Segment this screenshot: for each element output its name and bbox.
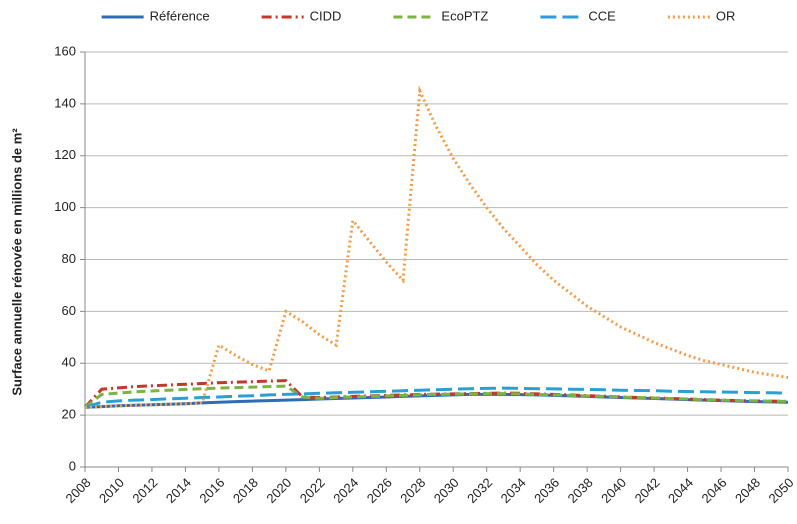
x-tick-label: 2014 (163, 475, 194, 506)
x-tick-label: 2046 (699, 475, 730, 506)
y-tick-label: 20 (62, 407, 76, 422)
x-tick-label: 2038 (565, 475, 596, 506)
x-tick-label: 2036 (531, 475, 562, 506)
legend-label: Référence (150, 8, 210, 23)
x-tick-label: 2030 (431, 475, 462, 506)
x-tick-label: 2042 (632, 475, 663, 506)
x-tick-label: 2018 (230, 475, 261, 506)
legend-label: CIDD (310, 8, 342, 23)
x-tick-label: 2008 (62, 475, 93, 506)
legend-label: EcoPTZ (441, 8, 488, 23)
y-tick-label: 80 (62, 251, 76, 266)
x-tick-label: 2032 (464, 475, 495, 506)
y-tick-label: 120 (54, 147, 76, 162)
x-tick-label: 2024 (330, 475, 361, 506)
x-tick-label: 2028 (397, 475, 428, 506)
y-tick-label: 140 (54, 95, 76, 110)
x-tick-label: 2012 (129, 475, 160, 506)
y-tick-label: 40 (62, 355, 76, 370)
y-tick-label: 100 (54, 199, 76, 214)
y-axis-label: Surface annuelle rénovée en millions de … (9, 128, 24, 396)
x-tick-label: 2026 (364, 475, 395, 506)
x-tick-label: 2048 (732, 475, 763, 506)
x-tick-label: 2040 (598, 475, 629, 506)
legend-label: OR (716, 8, 736, 23)
x-tick-label: 2050 (765, 475, 796, 506)
x-tick-label: 2020 (263, 475, 294, 506)
series-line (84, 392, 789, 409)
y-tick-label: 60 (62, 303, 76, 318)
series-line (84, 85, 789, 409)
legend-label: CCE (588, 8, 616, 23)
x-tick-label: 2044 (665, 475, 696, 506)
series-line (84, 384, 789, 409)
y-tick-label: 160 (54, 43, 76, 58)
y-tick-label: 0 (69, 458, 76, 473)
x-tick-label: 2022 (297, 475, 328, 506)
x-tick-label: 2010 (96, 475, 127, 506)
x-tick-label: 2034 (498, 475, 529, 506)
series-line (84, 386, 789, 409)
x-tick-label: 2016 (196, 475, 227, 506)
